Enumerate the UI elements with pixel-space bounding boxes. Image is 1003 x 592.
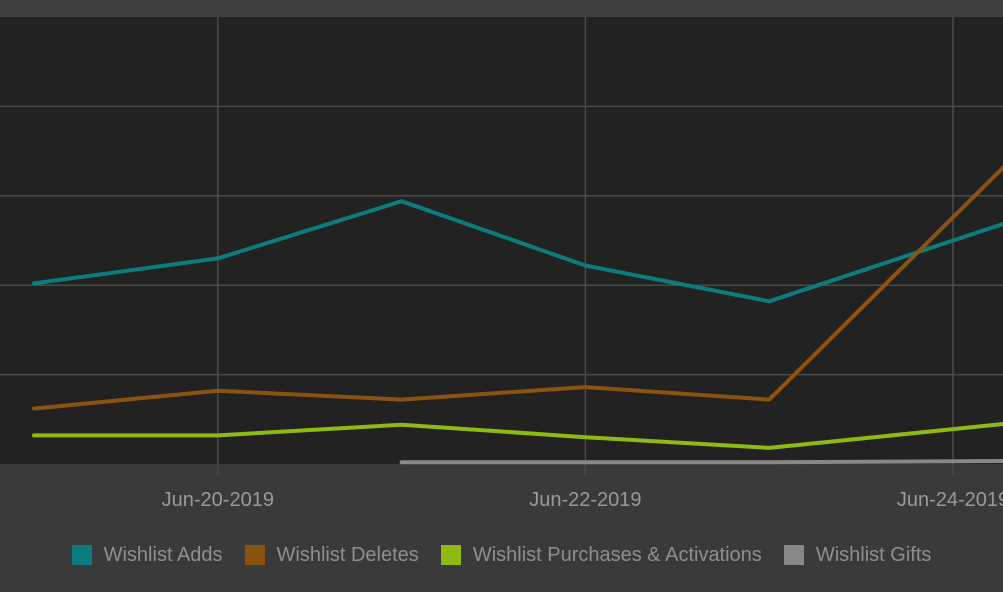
series-line-wishlist-gifts[interactable] <box>399 459 1003 465</box>
top-bar <box>0 0 1003 17</box>
legend: Wishlist Adds Wishlist Deletes Wishlist … <box>0 538 1003 572</box>
legend-item-purchases[interactable]: Wishlist Purchases & Activations <box>440 543 762 567</box>
x-tick-label: Jun-24-2019 <box>897 489 1003 511</box>
legend-label-deletes: Wishlist Deletes <box>276 543 419 566</box>
legend-item-deletes[interactable]: Wishlist Deletes <box>244 543 419 567</box>
legend-swatch-deletes <box>244 545 265 565</box>
line-chart: Jun-20-2019 Jun-22-2019 Jun-24-2019 <box>0 17 1003 511</box>
legend-item-adds[interactable]: Wishlist Adds <box>71 543 223 567</box>
legend-label-adds: Wishlist Adds <box>103 543 223 566</box>
x-tick-label: Jun-20-2019 <box>162 489 274 511</box>
legend-swatch-gifts <box>783 545 804 565</box>
series-line-wishlist-purchases-activations[interactable] <box>32 410 1003 450</box>
series-lines <box>32 35 1003 465</box>
x-axis-ticks: Jun-20-2019 Jun-22-2019 Jun-24-2019 <box>162 489 1003 511</box>
legend-swatch-purchases <box>440 545 461 565</box>
grid-lines <box>0 17 1003 476</box>
series-line-wishlist-deletes[interactable] <box>32 35 1003 411</box>
legend-swatch-adds <box>71 545 92 565</box>
legend-label-gifts: Wishlist Gifts <box>815 543 932 566</box>
x-tick-label: Jun-22-2019 <box>529 489 641 511</box>
legend-label-purchases: Wishlist Purchases & Activations <box>472 543 762 566</box>
series-line-wishlist-adds[interactable] <box>32 180 1003 304</box>
legend-item-gifts[interactable]: Wishlist Gifts <box>783 543 932 567</box>
plot-area <box>0 17 1003 464</box>
